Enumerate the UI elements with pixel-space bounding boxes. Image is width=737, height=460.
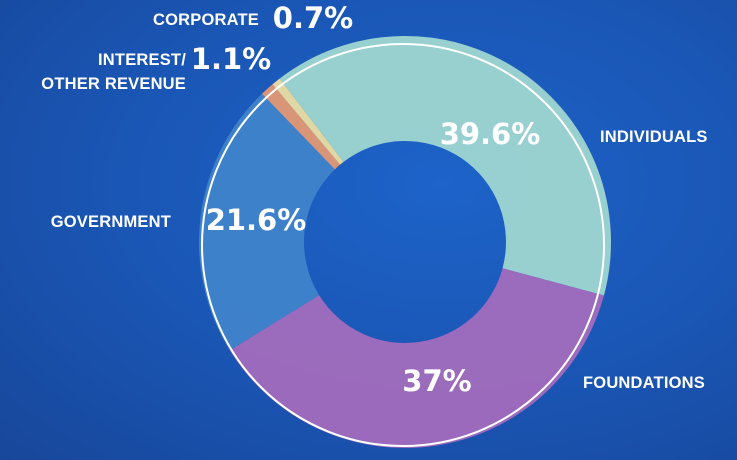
category-label: CORPORATE — [153, 11, 259, 29]
category-label: FOUNDATIONS — [583, 374, 705, 392]
category-label: GOVERNMENT — [50, 213, 171, 231]
donut-segment — [199, 93, 335, 351]
donut-segment — [261, 84, 341, 170]
ring-outline — [201, 43, 605, 447]
donut-segment — [229, 268, 604, 449]
value-label: 0.7% — [273, 1, 353, 35]
value-label: 37% — [402, 364, 471, 398]
category-label: INTEREST/ OTHER REVENUE — [41, 51, 186, 93]
value-label: 21.6% — [206, 203, 307, 237]
value-label: 1.1% — [191, 42, 271, 76]
donut-segment — [279, 36, 612, 296]
value-label: 39.6% — [440, 117, 541, 151]
category-label: INDIVIDUALS — [600, 128, 708, 146]
donut-segment — [272, 78, 344, 165]
